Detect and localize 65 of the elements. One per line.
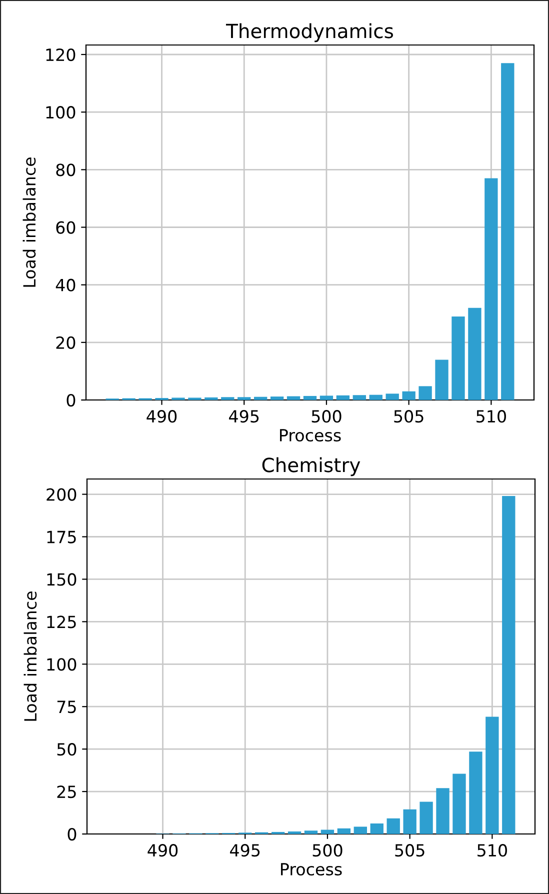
x-tick-label: 490	[146, 410, 177, 423]
bar	[337, 828, 351, 834]
bar	[386, 818, 400, 834]
x-tick-label: 500	[312, 410, 342, 423]
x-axis-title: Process	[281, 863, 342, 876]
bar	[320, 396, 334, 400]
bar	[435, 360, 448, 400]
x-tick-label: 490	[148, 844, 178, 857]
bar	[288, 831, 302, 834]
y-tick-label: 25	[57, 786, 76, 798]
bar	[238, 397, 251, 400]
bar	[452, 316, 465, 400]
y-tick-label: 20	[56, 336, 76, 349]
chart-title: Thermodynamics	[226, 23, 394, 42]
x-tick-label: 505	[395, 844, 424, 857]
y-tick-label: 80	[56, 164, 76, 176]
y-axis-title: Load imbalance	[22, 158, 36, 287]
y-tick-label: 40	[56, 278, 76, 292]
y-axis-title: Load imbalance	[24, 592, 37, 721]
x-tick-label: 510	[476, 410, 506, 423]
bar	[486, 716, 499, 834]
bar	[221, 397, 234, 400]
bar	[286, 396, 300, 400]
x-axis-title: Process	[280, 429, 341, 442]
y-tick-label: 120	[46, 48, 76, 62]
x-tick-label: 510	[478, 844, 507, 857]
y-tick-label: 125	[47, 616, 76, 628]
y-tick-label: 50	[57, 743, 76, 756]
bar	[386, 394, 399, 400]
bar	[502, 496, 516, 834]
y-tick-label: 100	[46, 106, 76, 119]
bar	[370, 823, 384, 834]
bar	[420, 802, 433, 834]
bar	[403, 809, 416, 834]
chart-title: Chemistry	[262, 457, 360, 476]
bar	[452, 774, 466, 834]
bar	[354, 826, 367, 834]
bar	[501, 63, 514, 400]
y-tick-label: 0	[66, 394, 76, 407]
y-tick-label: 200	[46, 488, 76, 501]
x-tick-label: 495	[230, 844, 260, 857]
bar	[303, 396, 317, 400]
bar	[469, 752, 482, 834]
bar	[336, 395, 350, 400]
bar	[436, 788, 450, 834]
y-tick-label: 60	[56, 221, 76, 234]
bar	[352, 395, 366, 400]
x-tick-label: 500	[312, 844, 342, 857]
bar	[369, 394, 382, 400]
y-tick-label: 100	[47, 658, 76, 671]
bar	[484, 178, 498, 400]
bar	[402, 391, 416, 400]
y-tick-label: 0	[68, 828, 76, 841]
y-tick-label: 150	[47, 573, 76, 586]
bar	[204, 397, 218, 400]
y-tick-label: 75	[57, 700, 76, 714]
bar	[254, 396, 268, 400]
bar	[270, 396, 284, 400]
y-tick-label: 175	[47, 530, 76, 544]
x-tick-label: 505	[394, 410, 424, 423]
bar	[418, 386, 432, 400]
bar	[304, 830, 318, 834]
bar	[468, 308, 482, 400]
x-tick-label: 495	[229, 410, 259, 423]
bar	[320, 830, 334, 834]
